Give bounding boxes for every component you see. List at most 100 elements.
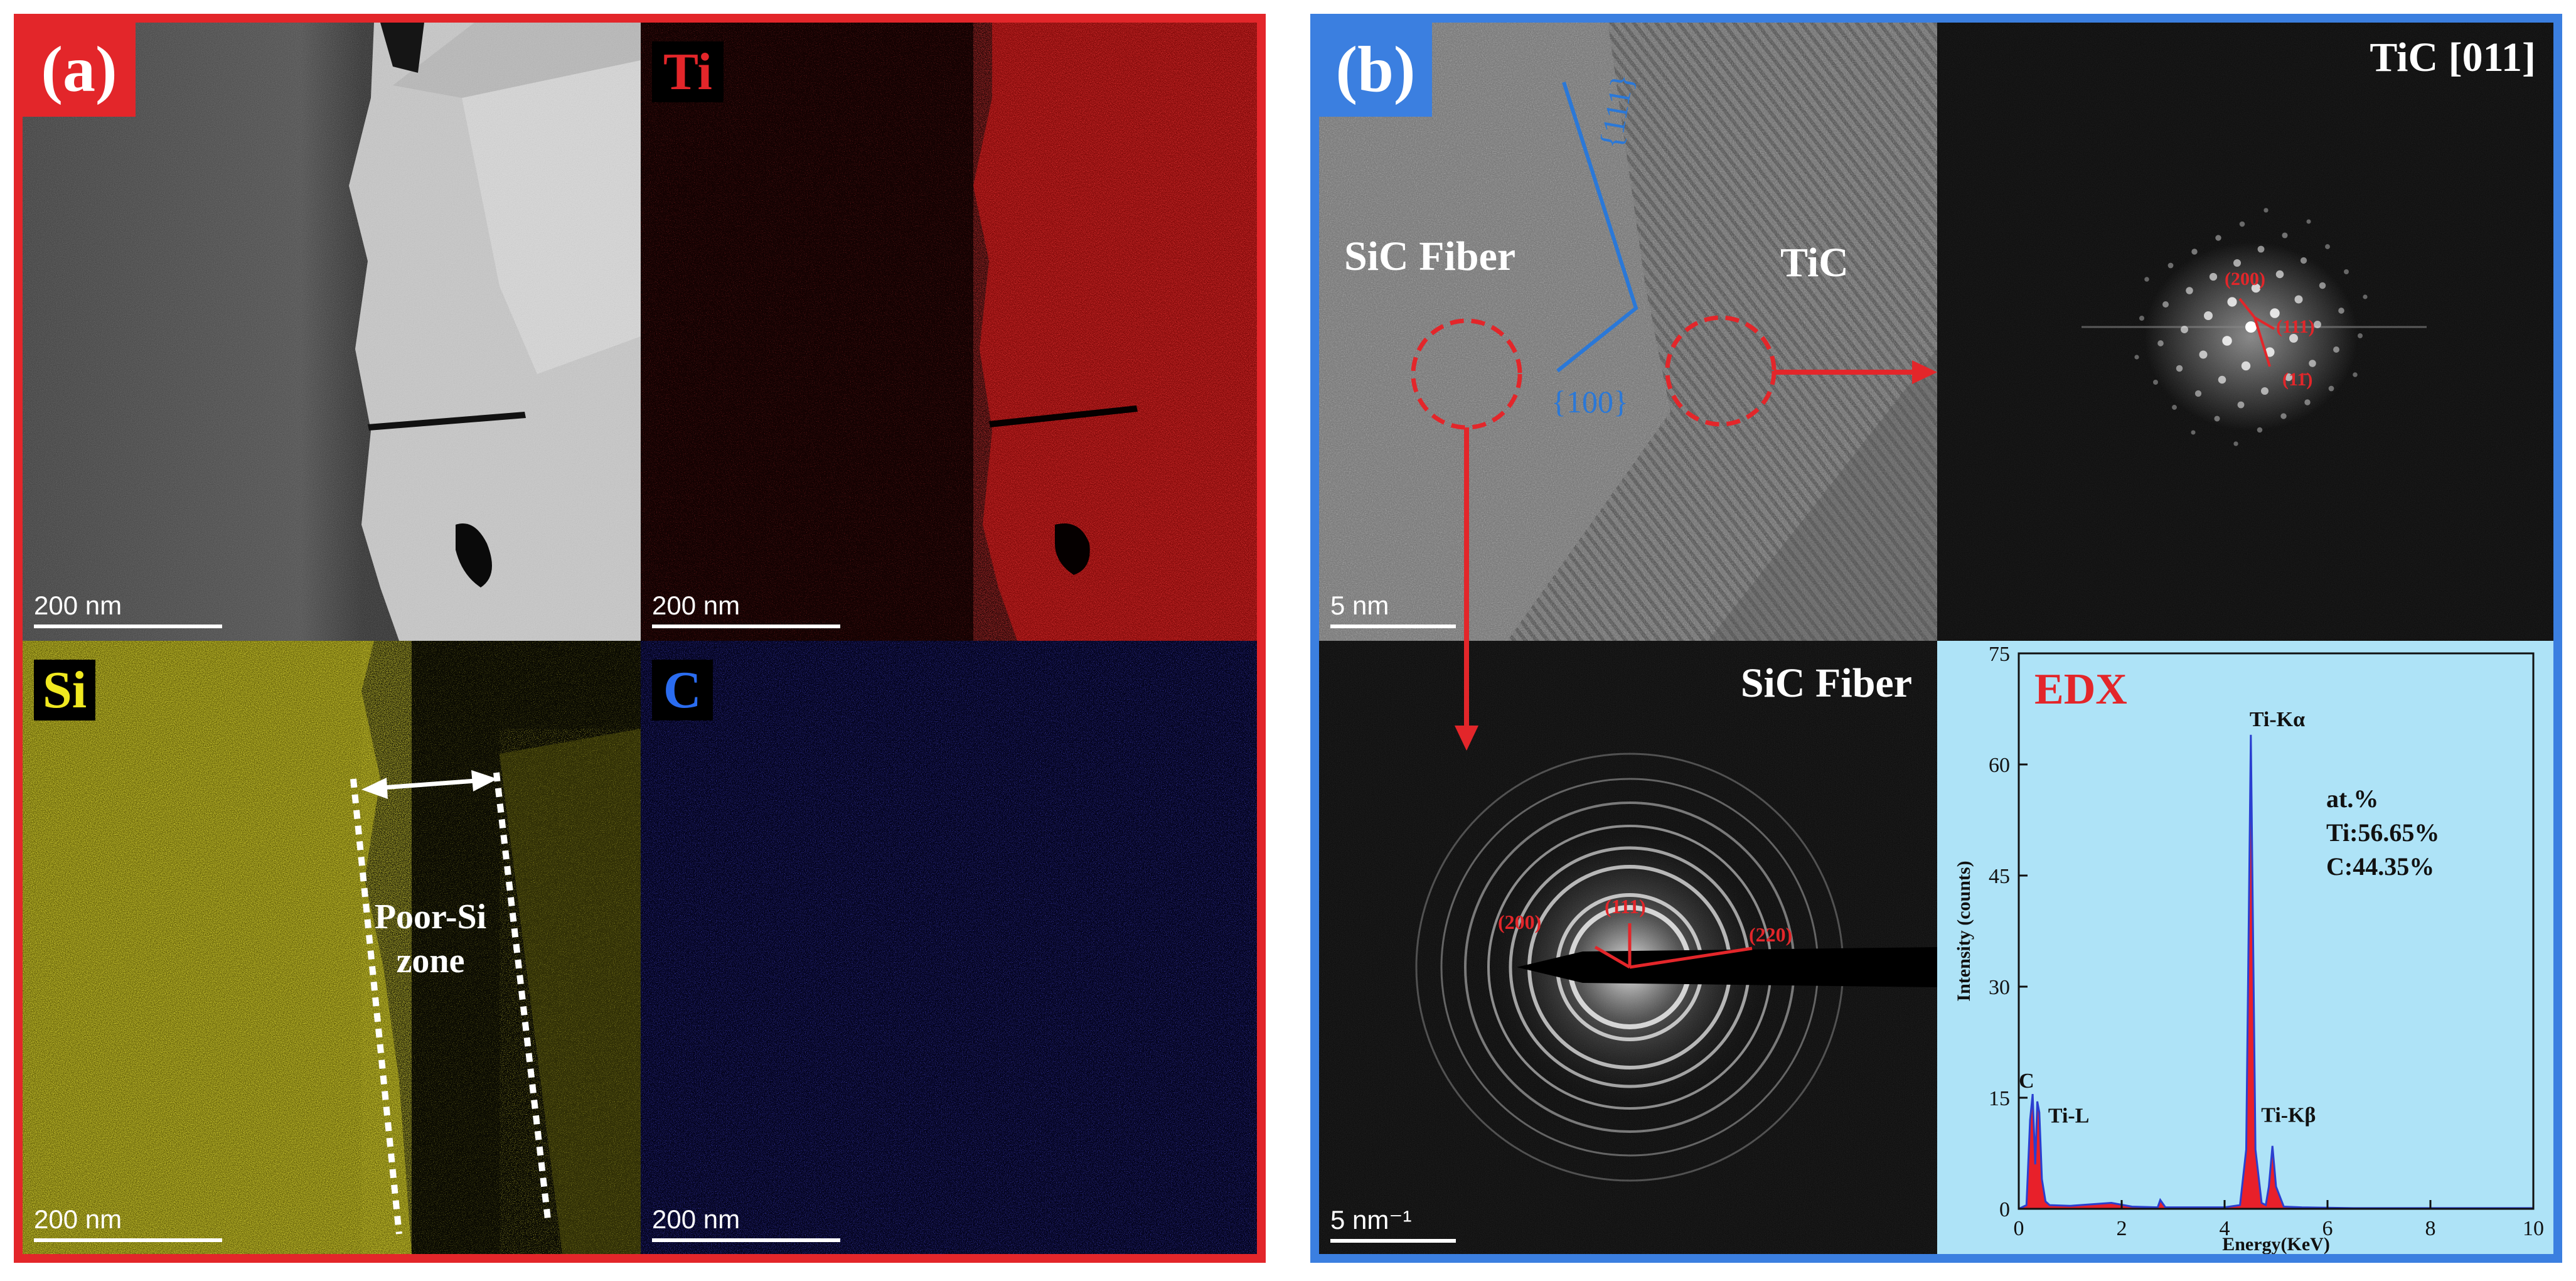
c-label: C <box>652 660 713 721</box>
poor-si-zone-label: Poor-Si zone <box>365 895 496 983</box>
panel-b-label: (b) <box>1319 23 1432 117</box>
composition-header: at.% <box>2326 785 2379 813</box>
y-tick-label: 0 <box>1999 1198 2010 1221</box>
scale-bar-label: 200 nm <box>34 1204 122 1234</box>
poor-si-width-arrow <box>373 778 484 791</box>
poor-si-boundary-right <box>493 772 552 1225</box>
fft-spot <box>2294 295 2303 304</box>
poor-si-boundary-left <box>350 778 402 1235</box>
fft-spot <box>2204 311 2213 320</box>
fft-spot <box>2306 219 2311 224</box>
x-tick-label: 10 <box>2523 1217 2544 1240</box>
scale-bar-hrtem: 5 nm <box>1330 591 1456 628</box>
fft-spot <box>2275 270 2284 279</box>
plane-100-label: {100} <box>1551 384 1628 419</box>
fft-spot <box>2157 340 2164 346</box>
ti-map-image: Ti 200 nm <box>641 23 1257 641</box>
fft-spot <box>2304 399 2311 405</box>
hrtem-sic-fiber-label: SiC Fiber <box>1344 233 1516 279</box>
fft-spot <box>2353 372 2358 377</box>
fft-spot <box>2344 269 2349 274</box>
fft-spot <box>2199 350 2208 359</box>
fft-spot <box>2328 385 2334 392</box>
fft-spot <box>2139 315 2145 321</box>
x-axis-label: Energy(KeV) <box>2222 1234 2330 1254</box>
scale-bar-saed: 5 nm⁻¹ <box>1330 1204 1456 1243</box>
scale-bar-si: 200 nm <box>34 1204 222 1242</box>
peak-annotation: Ti-Kβ <box>2261 1104 2316 1127</box>
edx-chart: 0 2 4 6 8 10 0 15 30 45 60 75 Energy(KeV) Intensity (… <box>1937 641 2553 1254</box>
fft-spot <box>2325 244 2330 249</box>
fft-spot <box>2319 282 2326 289</box>
fft-spot <box>2282 232 2288 239</box>
saed-ring-111-label: (111) <box>1605 895 1646 918</box>
x-tick-label: 0 <box>2014 1217 2024 1240</box>
fft-spot <box>2215 235 2221 241</box>
c-map-image: C 200 nm <box>641 641 1257 1254</box>
y-tick-label: 30 <box>1989 976 2010 999</box>
y-tick-label: 60 <box>1989 754 2010 777</box>
peak-annotation: C <box>2019 1069 2034 1093</box>
composition-c: C:44.35% <box>2326 852 2435 881</box>
fft-spot <box>2357 333 2363 339</box>
fft-spot <box>2363 294 2368 299</box>
fft-spot <box>2144 277 2149 282</box>
composition-ti: Ti:56.65% <box>2326 818 2440 847</box>
poor-si-line-1: Poor-Si <box>374 898 487 936</box>
fft-spot <box>2289 334 2298 343</box>
fft-spot <box>2162 301 2169 308</box>
scale-bar-label: 200 nm <box>652 591 740 620</box>
fft-spot <box>2280 413 2287 419</box>
fft-spot <box>2176 365 2183 372</box>
peak-annotation: Ti-Kα <box>2250 708 2305 731</box>
panel-a-label: (a) <box>23 23 136 117</box>
fft-spot <box>2191 430 2196 435</box>
fft-spot <box>2257 427 2263 433</box>
peak-annotation: Ti-L <box>2048 1105 2090 1128</box>
plot-frame <box>2018 652 2535 1210</box>
edx-chart-svg: 0 2 4 6 8 10 0 15 30 45 60 75 Energy(KeV) Intensity (… <box>1953 643 2544 1254</box>
fft-spot <box>2237 401 2245 409</box>
edx-title: EDX <box>2034 665 2127 714</box>
fft-spot <box>2191 249 2198 255</box>
saed-image: SiC Fiber (200) (111) (220) 5 nm⁻¹ <box>1319 641 1937 1254</box>
fft-spot <box>2186 287 2193 294</box>
scale-bar-label: 5 nm <box>1330 591 1389 620</box>
scale-bar-label: 200 nm <box>652 1204 740 1234</box>
saed-ring-220-label: (220) <box>1749 923 1793 946</box>
saed-ring-200-label: (200) <box>1498 911 1542 933</box>
x-tick-label: 8 <box>2425 1217 2436 1240</box>
fft-spot <box>2314 321 2321 328</box>
spectrum-line <box>2018 734 2533 1210</box>
haadf-image: 200 nm (a) <box>23 23 641 641</box>
fft-spot-lattice <box>2134 208 2368 446</box>
fft-spot <box>2218 375 2226 384</box>
y-tick-label: 45 <box>1989 865 2010 888</box>
fft-spot <box>2257 245 2265 253</box>
ti-label: Ti <box>652 41 724 102</box>
fft-spot <box>2214 415 2220 422</box>
poor-si-line-2: zone <box>396 941 465 980</box>
fft-image: TiC [011] (200) (111) (11̄) <box>1937 23 2553 641</box>
fft-spot <box>2227 297 2237 307</box>
fft-spot <box>2209 272 2218 281</box>
fft-spot <box>2333 346 2339 353</box>
scale-bar-haadf: 200 nm <box>34 591 222 628</box>
y-tick-label: 75 <box>1989 643 2010 666</box>
scale-bar-c: 200 nm <box>652 1204 840 1242</box>
fft-title: TiC [011] <box>2370 35 2536 80</box>
fft-spot <box>2239 221 2245 227</box>
hrtem-image: SiC Fiber TiC {111} {100} 5 nm (b) <box>1319 23 1937 641</box>
sic-region-circle <box>1411 318 1522 430</box>
fft-spot-200-label: (200) <box>2225 269 2265 289</box>
x-tick-label: 2 <box>2117 1217 2127 1240</box>
fft-spot <box>2233 259 2242 267</box>
beam-stopper <box>1517 947 1937 987</box>
saed-title: SiC Fiber <box>1740 660 1912 706</box>
scale-bar-label: 5 nm⁻¹ <box>1330 1205 1412 1235</box>
fft-spot <box>2222 336 2232 346</box>
edx-composition: at.% Ti:56.65% C:44.35% <box>2326 782 2439 884</box>
fft-spot <box>2134 355 2139 360</box>
spectrum-fill <box>2019 734 2533 1209</box>
fft-spot <box>2338 308 2344 314</box>
